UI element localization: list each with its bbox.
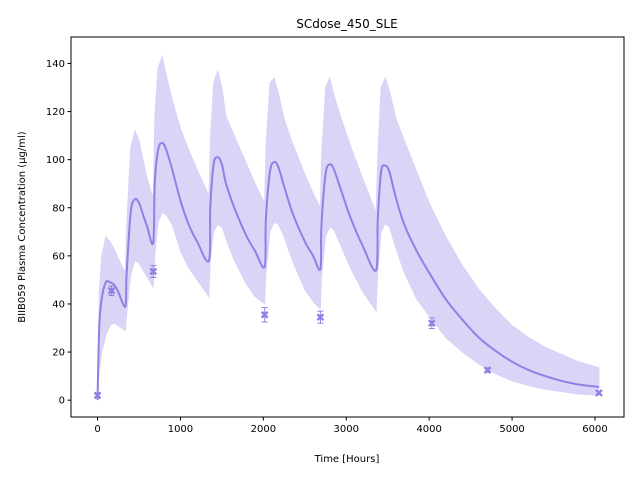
y-tick-label: 40 [52,299,65,310]
point-center [318,315,322,319]
data-point [595,389,603,397]
y-tick-label: 140 [46,59,65,70]
data-point [483,366,492,374]
x-tick-label: 2000 [251,424,276,435]
y-tick-label: 60 [52,251,65,262]
y-tick-label: 80 [52,203,65,214]
point-center [597,391,601,395]
data-point [149,264,158,279]
chart-title: SCdose_450_SLE [296,17,397,31]
data-point [93,391,102,400]
plot-frame [70,36,625,418]
y-tick-label: 20 [52,348,65,359]
band-area [97,54,600,401]
point-center [109,289,114,293]
point-center [485,368,490,372]
x-axis-title: Time [Hours] [314,454,380,465]
median-line-path [96,141,600,401]
x-tick-label: 1000 [168,424,193,435]
y-axis-title: BIIB059 Plasma Concentration (µg/ml) [17,131,28,323]
data-point [427,317,436,329]
point-center [263,313,267,317]
data-point [107,285,116,297]
data-point [260,307,269,323]
x-tick-label: 0 [94,424,100,435]
data-point [316,310,325,324]
x-tick-label: 3000 [334,424,359,435]
x-tick-label: 5000 [499,424,524,435]
point-center [151,269,155,274]
x-tick-label: 6000 [582,424,607,435]
observed-points [93,264,603,400]
y-tick-label: 0 [59,396,65,407]
point-center [430,321,434,325]
median-line [96,141,600,401]
y-tick-label: 100 [46,155,65,166]
confidence-band [97,54,600,401]
axes: 0 1000 2000 3000 4000 5000 6000 0 20 40 60 80 100 120… [46,36,625,435]
y-tick-label: 120 [46,107,65,118]
x-tick-label: 4000 [416,424,441,435]
point-center [95,393,100,397]
